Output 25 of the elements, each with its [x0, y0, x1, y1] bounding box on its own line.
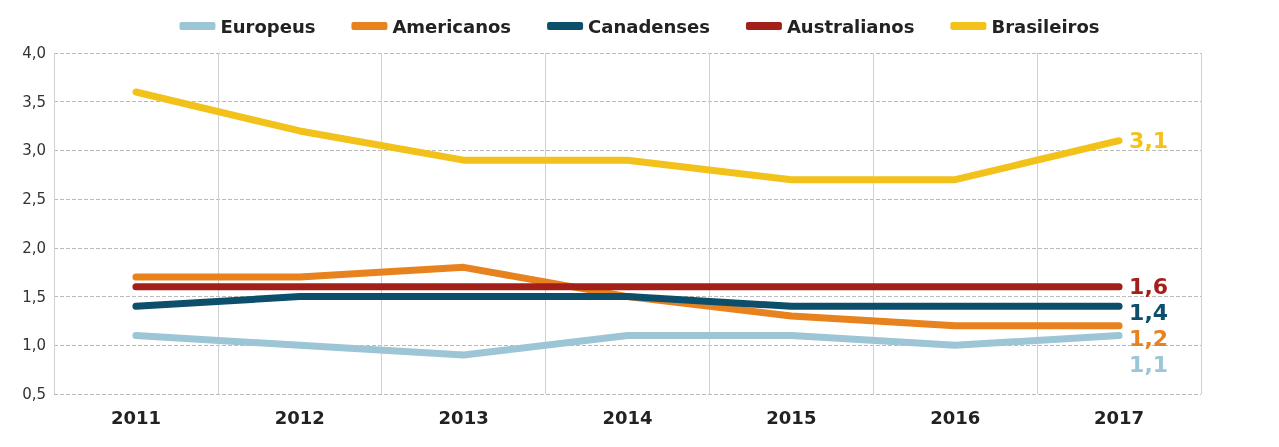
y-tick-label: 2,0 [22, 238, 46, 257]
x-tick-label: 2012 [274, 406, 325, 428]
y-tick-label: 2,5 [22, 190, 46, 209]
data-label: 1,2 [1129, 326, 1169, 352]
y-tick-label: 3,5 [22, 92, 46, 111]
legend-label: Canadenses [588, 15, 710, 37]
y-tick-label: 3,0 [22, 141, 46, 160]
data-label: 1,6 [1129, 274, 1169, 300]
y-tick-label: 0,5 [22, 385, 46, 403]
legend-label: Brasileiros [991, 15, 1100, 37]
legend-label: Europeus [220, 15, 316, 37]
x-tick-label: 2016 [930, 406, 981, 428]
legend-label: Americanos [392, 15, 512, 37]
x-tick-label: 2011 [110, 406, 161, 428]
x-tick-label: 2014 [602, 406, 653, 428]
y-tick-label: 4,0 [22, 44, 46, 62]
data-label: 3,1 [1129, 128, 1169, 154]
y-tick-label: 1,5 [22, 287, 46, 306]
x-tick-label: 2017 [1094, 406, 1145, 428]
y-tick-label: 1,0 [22, 336, 46, 355]
data-label: 1,1 [1129, 352, 1169, 378]
x-tick-label: 2015 [766, 406, 817, 428]
data-label: 1,4 [1129, 300, 1169, 326]
legend-label: Australianos [786, 15, 915, 37]
x-tick-label: 2013 [438, 406, 489, 428]
